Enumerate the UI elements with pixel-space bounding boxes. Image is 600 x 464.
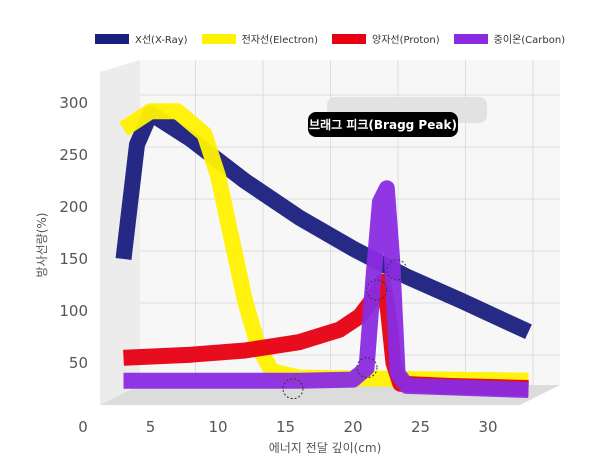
legend-label: X선(X-Ray) xyxy=(135,35,188,46)
legend-label: 중이온(Carbon) xyxy=(493,35,566,46)
peak-marker xyxy=(282,378,304,400)
y-axis-label: 방사선량(%) xyxy=(35,213,49,278)
legend-swatch xyxy=(95,33,129,44)
annotation-box xyxy=(308,112,458,137)
legend-label: 전자선(Electron) xyxy=(241,35,319,46)
x-tick-label: 25 xyxy=(411,418,430,436)
y-tick-label: 200 xyxy=(59,198,88,216)
x-tick-label: 0 xyxy=(78,418,88,436)
legend-item: 양자선(Proton) xyxy=(332,31,440,46)
legend-label: 양자선(Proton) xyxy=(372,35,440,46)
peak-marker xyxy=(356,357,378,379)
x-tick-label: 15 xyxy=(276,418,295,436)
legend-item: X선(X-Ray) xyxy=(95,31,188,46)
x-tick-label: 10 xyxy=(208,418,227,436)
peak-marker xyxy=(366,279,388,301)
legend-swatch xyxy=(332,33,367,44)
x-tick-label: 30 xyxy=(478,418,497,436)
y-tick-label: 100 xyxy=(59,302,88,320)
y-tick-label: 50 xyxy=(69,354,88,372)
x-tick-label: 20 xyxy=(343,418,362,436)
legend-item: 중이온(Carbon) xyxy=(453,31,566,46)
peak-marker xyxy=(386,259,408,281)
x-axis-label: 에너지 전달 깊이(cm) xyxy=(269,441,382,455)
legend-swatch xyxy=(201,33,236,44)
legend-swatch xyxy=(453,33,488,44)
y-tick-label: 150 xyxy=(59,250,88,268)
series-ribbon xyxy=(115,105,532,340)
series-ribbon xyxy=(123,180,529,398)
y-tick-label: 300 xyxy=(59,94,88,112)
legend-item: 전자선(Electron) xyxy=(201,31,319,46)
legend: X선(X-Ray) 전자선(Electron) 양자선(Proton) 중이온(… xyxy=(95,31,565,46)
annotation-text: 브래그 피크(Bragg Peak) xyxy=(309,117,457,132)
y-tick-label: 250 xyxy=(59,146,88,164)
x-tick-label: 5 xyxy=(146,418,156,436)
